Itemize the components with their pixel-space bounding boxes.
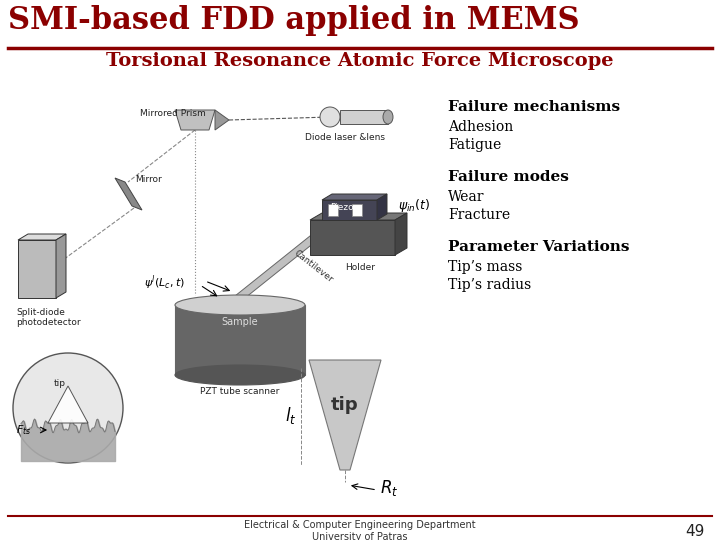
Text: $l_t$: $l_t$: [285, 404, 297, 426]
Polygon shape: [322, 194, 387, 200]
Polygon shape: [309, 360, 381, 470]
Text: Split-diode
photodetector: Split-diode photodetector: [16, 308, 81, 327]
Text: PZT tube scanner: PZT tube scanner: [200, 387, 279, 396]
Ellipse shape: [175, 295, 305, 315]
Polygon shape: [175, 305, 305, 375]
Text: Sample: Sample: [222, 317, 258, 327]
Polygon shape: [395, 213, 407, 255]
Polygon shape: [227, 234, 318, 307]
Text: SMI-based FDD applied in MEMS: SMI-based FDD applied in MEMS: [8, 5, 580, 36]
Text: Electrical & Computer Engineering Department
University of Patras: Electrical & Computer Engineering Depart…: [244, 520, 476, 540]
Text: tip: tip: [54, 379, 66, 388]
Text: tip: tip: [331, 396, 359, 414]
Polygon shape: [352, 204, 362, 216]
Polygon shape: [377, 194, 387, 220]
Circle shape: [320, 107, 340, 127]
Polygon shape: [340, 110, 388, 124]
Text: Mirror: Mirror: [135, 176, 162, 185]
Text: Holder: Holder: [345, 263, 375, 272]
Text: Cantilever: Cantilever: [292, 248, 335, 284]
Text: Wear: Wear: [448, 190, 485, 204]
Text: $F_{ts}$: $F_{ts}$: [16, 423, 32, 437]
Text: Fatigue: Fatigue: [448, 138, 501, 152]
Polygon shape: [48, 386, 88, 423]
Polygon shape: [215, 110, 229, 130]
Polygon shape: [175, 110, 215, 130]
Text: Tip’s radius: Tip’s radius: [448, 278, 531, 292]
Text: Fracture: Fracture: [448, 208, 510, 222]
Text: $\psi^l\left(L_c,t\right)$: $\psi^l\left(L_c,t\right)$: [144, 274, 185, 292]
Polygon shape: [310, 220, 395, 255]
Text: Failure modes: Failure modes: [448, 170, 569, 184]
Text: 49: 49: [685, 524, 705, 539]
Text: Tip’s mass: Tip’s mass: [448, 260, 523, 274]
Text: Failure mechanisms: Failure mechanisms: [448, 100, 620, 114]
Polygon shape: [56, 234, 66, 298]
Text: Mirrored Prism: Mirrored Prism: [140, 110, 206, 118]
Text: Diode laser &lens: Diode laser &lens: [305, 133, 385, 142]
Polygon shape: [115, 178, 142, 210]
Polygon shape: [322, 200, 377, 220]
Ellipse shape: [383, 110, 393, 124]
Circle shape: [13, 353, 123, 463]
Text: $R_t$: $R_t$: [380, 478, 398, 498]
Polygon shape: [328, 204, 338, 216]
Polygon shape: [18, 234, 66, 240]
Ellipse shape: [175, 365, 305, 385]
Text: Adhesion: Adhesion: [448, 120, 513, 134]
Polygon shape: [18, 240, 56, 298]
Text: $\psi_{in}(t)$: $\psi_{in}(t)$: [398, 197, 430, 213]
Text: Torsional Resonance Atomic Force Microscope: Torsional Resonance Atomic Force Microsc…: [107, 52, 613, 70]
Text: Parameter Variations: Parameter Variations: [448, 240, 629, 254]
Text: Piezo: Piezo: [330, 204, 354, 213]
Polygon shape: [310, 213, 407, 220]
